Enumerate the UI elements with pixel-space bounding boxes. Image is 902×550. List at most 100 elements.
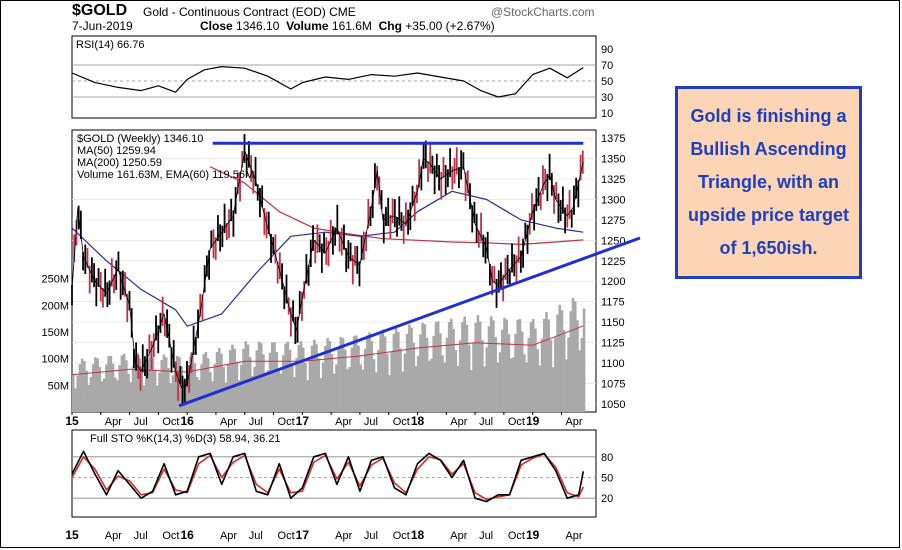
volume-bar (436, 321, 440, 412)
volume-bar (109, 355, 113, 412)
volume-bar (85, 370, 88, 412)
volume-bar (472, 343, 475, 412)
volume-bar (120, 355, 124, 412)
volume-bar (195, 377, 199, 412)
volume-bar (516, 319, 520, 412)
price-x-tick: Oct (278, 416, 295, 428)
volume-bar (286, 341, 290, 412)
volume-bar (525, 362, 528, 412)
volume-bar (394, 326, 398, 412)
volume-bar (293, 377, 296, 412)
volume-bar (474, 322, 478, 412)
volume-bar (326, 338, 329, 412)
volume-bar (527, 337, 531, 412)
volume-bar (361, 369, 365, 412)
volume-bar (167, 367, 170, 412)
volume-bar (275, 351, 279, 412)
volume-bar (189, 356, 192, 412)
volume-bar (494, 337, 497, 412)
volume-bar (242, 348, 245, 412)
volume-bar (481, 340, 484, 412)
price-title: $GOLD (Weekly) 1346.10 (77, 133, 203, 145)
volume-bar (507, 334, 511, 412)
volume-bar (368, 332, 371, 412)
volume-bar (463, 316, 466, 412)
volume-y-tick: 50M (48, 380, 69, 392)
volume-bar (151, 357, 155, 412)
volume-bar (94, 357, 97, 412)
volume-bar (445, 337, 449, 412)
volume-bar (240, 364, 243, 412)
volume-label: Volume (286, 19, 329, 33)
volume-bar (509, 358, 513, 412)
rsi-y-tick: 70 (601, 60, 613, 72)
volume-bar (153, 369, 157, 412)
volume-bar (430, 358, 433, 412)
volume-bar (549, 339, 553, 412)
volume-bar (217, 348, 221, 412)
volume-bar (492, 320, 495, 412)
volume-bar (390, 351, 394, 412)
volume-bar (107, 356, 110, 412)
volume-bar (273, 342, 276, 412)
price-x-tick: Jul (249, 416, 263, 428)
volume-bar (576, 320, 579, 412)
volume-bar (401, 371, 405, 412)
volume-bar (91, 364, 95, 412)
volume-bar (366, 335, 369, 412)
volume-bar (392, 333, 396, 412)
sto-x-tick: Oct (393, 530, 410, 542)
volume-bar (447, 322, 451, 412)
volume-bar (89, 376, 93, 412)
volume-bar (556, 314, 559, 412)
price-x-tick: 18 (411, 414, 425, 428)
volume-bar (346, 369, 349, 412)
sto-x-tick: 19 (526, 528, 540, 542)
volume-bar (262, 354, 265, 412)
price-y-tick: 1125 (601, 338, 625, 350)
volume-bar (244, 341, 248, 412)
price-x-tick: 16 (180, 414, 194, 428)
volume-bar (100, 381, 104, 412)
volume-bar (518, 319, 522, 412)
volume-bar (224, 382, 228, 412)
sto-x-tick: Apr (105, 530, 122, 542)
volume-bar (321, 362, 325, 412)
volume-bar (432, 335, 436, 412)
volume-bar (211, 381, 214, 412)
volume-bar (328, 341, 332, 412)
volume-bar (149, 353, 152, 412)
ticker-symbol: $GOLD (72, 2, 128, 19)
rsi-y-tick: 50 (601, 76, 613, 88)
sto-x-tick: 16 (180, 528, 194, 542)
price-x-tick: Apr (335, 416, 352, 428)
volume-bar (332, 373, 336, 412)
volume-bar (520, 331, 524, 412)
sto-x-tick: 18 (411, 528, 425, 542)
volume-bar (467, 344, 471, 412)
volume-bar (259, 343, 263, 412)
price-y-tick: 1100 (601, 358, 625, 370)
volume-bar (198, 379, 201, 412)
volume-bar (253, 366, 256, 412)
price-x-tick: Apr (565, 416, 582, 428)
volume-bar (547, 319, 551, 412)
volume-bar (76, 375, 80, 412)
volume-bar (156, 385, 159, 412)
volume-bar (538, 365, 542, 412)
volume-bar (237, 380, 241, 412)
volume-bar (131, 366, 135, 412)
volume-bar (204, 351, 208, 412)
volume-bar (551, 367, 555, 412)
price-y-tick: 1175 (601, 297, 625, 309)
volume-bar (558, 304, 562, 412)
price-y-tick: 1150 (601, 317, 625, 329)
volume-bar (372, 359, 376, 412)
price-x-tick: Jul (479, 416, 493, 428)
volume-bar (136, 352, 139, 412)
volume-bar (531, 319, 535, 412)
volume-bar (408, 324, 411, 412)
volume-bar (476, 315, 480, 412)
volume-bar (478, 321, 482, 412)
volume-bar (138, 358, 141, 412)
